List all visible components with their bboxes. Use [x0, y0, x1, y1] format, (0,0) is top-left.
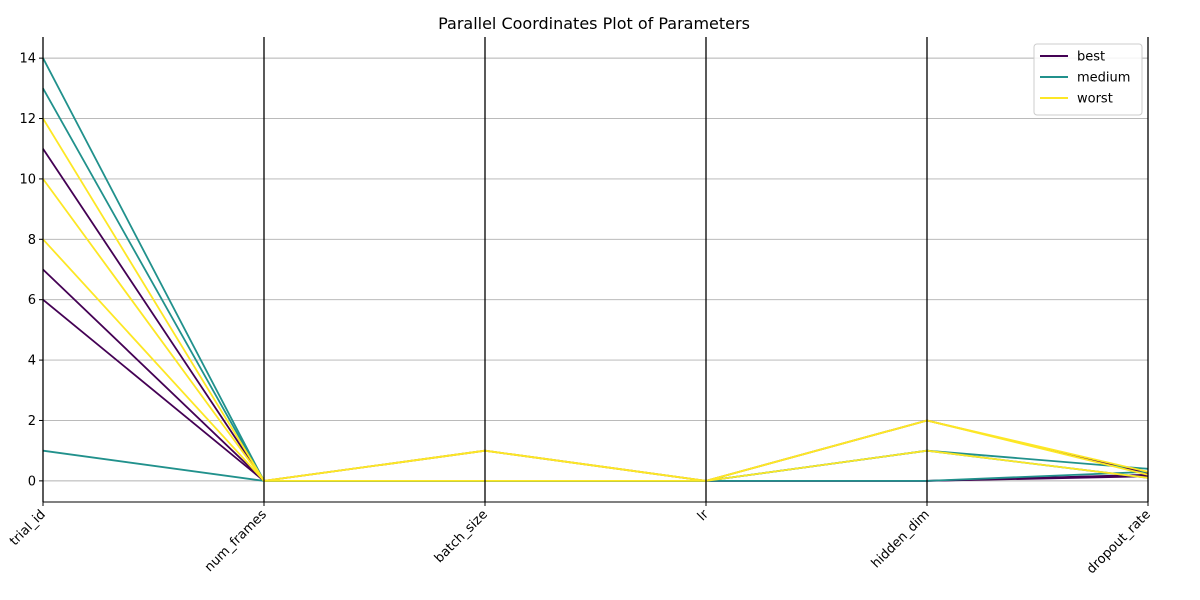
legend-label-best: best: [1077, 50, 1105, 65]
legend: best medium worst: [1033, 43, 1143, 116]
y-tick-label: 8: [28, 233, 36, 248]
y-tick-label: 0: [28, 474, 36, 489]
x-tick-label-lr: lr: [695, 507, 712, 524]
y-tick-label: 4: [28, 354, 36, 369]
x-tick-label-batch_size: batch_size: [432, 507, 491, 566]
y-tick-label: 10: [19, 172, 36, 187]
y-tick-label: 14: [19, 52, 36, 67]
axes: [42, 37, 1149, 503]
series-line-best: [42, 148, 1149, 482]
x-tick-label-trial_id: trial_id: [7, 507, 49, 549]
y-tick-label: 2: [28, 414, 36, 429]
series-line-medium: [42, 57, 1149, 482]
x-tick-labels: trial_id num_frames batch_size lr hidden_dim…: [7, 502, 1154, 577]
chart-title: Parallel Coordinates Plot of Parameters: [438, 14, 750, 33]
series-line-worst: [42, 178, 1149, 482]
x-tick-label-hidden_dim: hidden_dim: [869, 507, 933, 571]
series-line-medium: [42, 87, 1149, 482]
legend-label-medium: medium: [1077, 71, 1130, 86]
legend-label-worst: worst: [1077, 92, 1113, 107]
x-tick-label-num_frames: num_frames: [202, 507, 270, 575]
y-tick-label: 6: [28, 293, 36, 308]
y-ticks: 0 2 4 6 8 10 12 14: [19, 52, 43, 489]
x-tick-label-dropout_rate: dropout_rate: [1084, 507, 1154, 577]
grid: [43, 57, 1148, 482]
y-tick-label: 12: [19, 112, 36, 127]
series-lines: [42, 57, 1149, 482]
series-line-worst: [42, 118, 1149, 482]
